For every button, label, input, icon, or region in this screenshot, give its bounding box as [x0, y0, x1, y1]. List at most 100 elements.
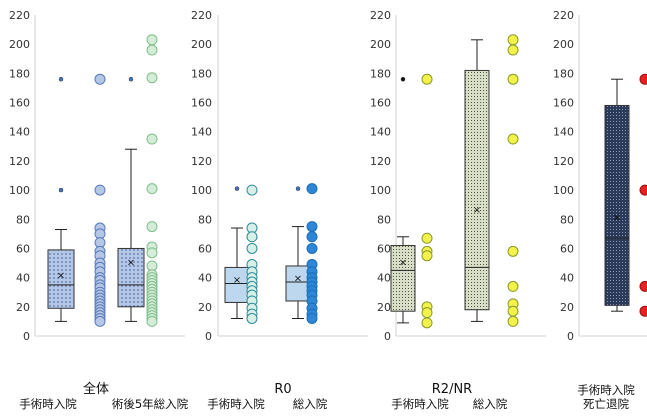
y-tick-label: 120 — [191, 155, 212, 168]
mean-marker: × — [399, 258, 407, 269]
y-tick-label: 180 — [191, 67, 212, 80]
iqr-box — [224, 266, 250, 303]
y-tick-label: 0 — [384, 330, 391, 343]
iqr-box — [47, 249, 75, 309]
y-tick-label: 140 — [9, 126, 30, 139]
y-tick-label: 100 — [9, 184, 30, 197]
iqr-box — [390, 245, 416, 312]
outlier-point — [400, 76, 406, 82]
point-series-2 — [306, 183, 318, 324]
category-label: 手術時入院 — [391, 397, 449, 411]
data-point — [146, 72, 158, 84]
y-tick-label: 160 — [370, 97, 391, 110]
data-point — [421, 317, 433, 329]
iqr-box — [117, 247, 145, 308]
data-point — [306, 242, 318, 254]
y-tick-label: 180 — [553, 67, 574, 80]
y-tick-label: 120 — [553, 155, 574, 168]
mean-marker: × — [613, 212, 621, 223]
point-series-1 — [94, 73, 106, 327]
mean-marker: × — [473, 205, 481, 216]
iqr-box — [604, 104, 630, 306]
y-tick-label: 140 — [191, 126, 212, 139]
y-tick-label: 100 — [370, 184, 391, 197]
panel-2: 0 20 40 60 80 100 120 140 160 180 200 220 × × R0 手術時入院 総… — [191, 9, 368, 411]
data-point — [94, 184, 106, 196]
y-tick-label: 220 — [9, 9, 30, 22]
data-point — [639, 305, 647, 317]
y-tick-label: 180 — [9, 67, 30, 80]
data-point — [246, 242, 258, 254]
data-point — [421, 307, 433, 319]
outlier-point — [295, 186, 301, 191]
y-tick-label: 0 — [23, 330, 30, 343]
data-point — [639, 280, 647, 292]
point-series-1 — [246, 184, 258, 324]
y-tick-label: 40 — [377, 272, 391, 285]
data-point — [507, 73, 519, 85]
mean-marker: × — [127, 258, 135, 269]
panel-title: 全体 — [83, 381, 109, 397]
data-point — [146, 247, 158, 259]
data-point — [507, 44, 519, 56]
y-tick-label: 220 — [191, 9, 212, 22]
box-1: × — [604, 78, 630, 312]
y-tick-label: 220 — [370, 9, 391, 22]
iqr-box — [285, 265, 311, 302]
box-1: × — [47, 76, 75, 322]
panel-title: R0 — [274, 382, 291, 397]
category-label: 総入院 — [293, 397, 328, 411]
data-point — [146, 44, 158, 56]
data-point — [306, 221, 318, 233]
point-series-2 — [146, 34, 158, 327]
data-point — [246, 184, 258, 196]
y-tick-label: 40 — [198, 272, 212, 285]
y-tick-label: 100 — [191, 184, 212, 197]
data-point — [94, 73, 106, 85]
data-point — [306, 183, 318, 195]
data-point — [507, 34, 519, 46]
box-1: × — [224, 186, 250, 319]
mean-marker: × — [294, 274, 302, 285]
point-series-1 — [421, 73, 433, 329]
data-point — [421, 250, 433, 262]
y-tick-label: 40 — [16, 272, 30, 285]
y-tick-label: 200 — [553, 38, 574, 51]
y-tick-label: 200 — [9, 38, 30, 51]
y-tick-label: 0 — [205, 330, 212, 343]
data-point — [146, 133, 158, 145]
data-point — [507, 305, 519, 317]
y-tick-label: 20 — [377, 301, 391, 314]
category-label: 手術時入院 — [577, 383, 635, 397]
box-2: × — [464, 39, 490, 322]
mean-marker: × — [57, 271, 65, 282]
data-point — [146, 315, 158, 327]
panel-3: 0 20 40 60 80 100 120 140 160 180 200 220 × × R2/NR手術時… — [370, 9, 546, 411]
data-point — [507, 245, 519, 257]
point-series-1 — [639, 73, 647, 317]
data-point — [94, 315, 106, 327]
data-point — [639, 73, 647, 85]
mean-marker: × — [233, 275, 241, 286]
y-tick-label: 160 — [191, 97, 212, 110]
y-tick-label: 20 — [16, 301, 30, 314]
y-tick-label: 20 — [560, 301, 574, 314]
y-tick-label: 80 — [560, 213, 574, 226]
y-tick-label: 140 — [370, 126, 391, 139]
category-label: 手術時入院 — [207, 397, 265, 411]
y-tick-label: 120 — [370, 155, 391, 168]
y-tick-label: 220 — [553, 9, 574, 22]
point-series-2 — [507, 34, 519, 327]
data-point — [146, 183, 158, 195]
y-tick-label: 120 — [9, 155, 30, 168]
box-2: × — [285, 186, 311, 319]
outlier-point — [128, 76, 134, 82]
y-tick-label: 160 — [553, 97, 574, 110]
data-point — [306, 231, 318, 243]
category-label: 術後5年総入院 — [112, 397, 189, 411]
y-tick-label: 180 — [370, 67, 391, 80]
